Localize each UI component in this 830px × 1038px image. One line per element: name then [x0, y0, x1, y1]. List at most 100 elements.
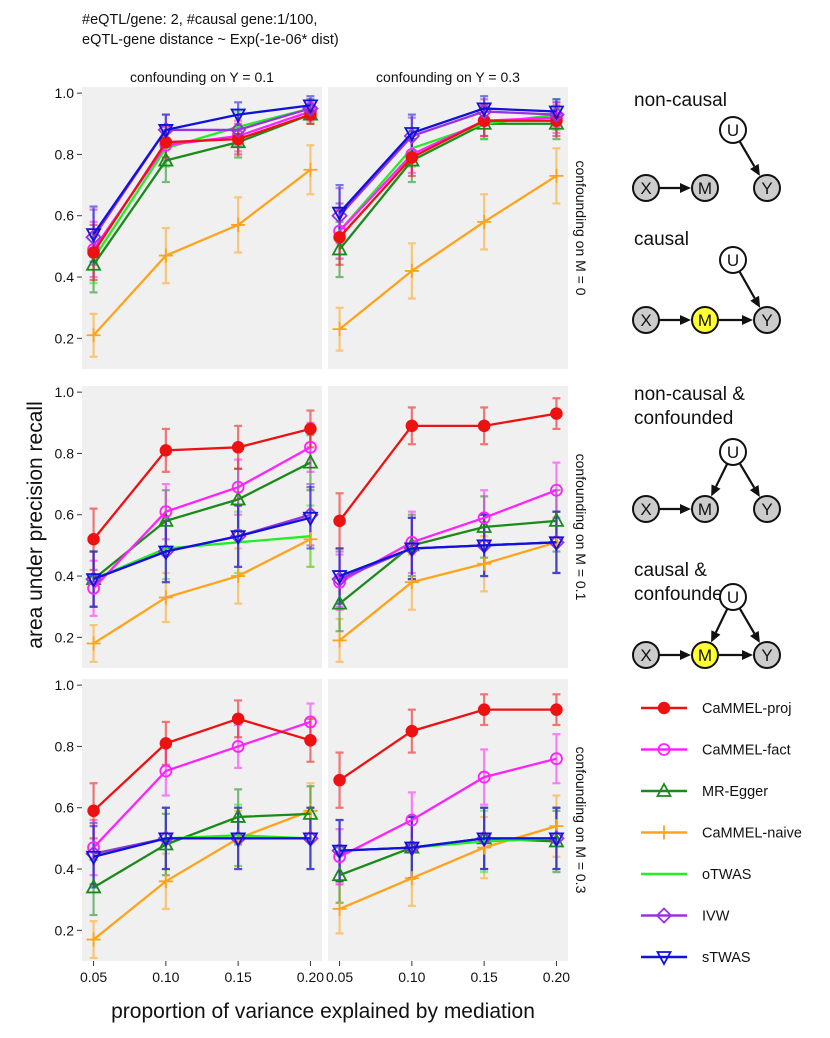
- legend-label: CaMMEL-proj: [702, 701, 791, 717]
- point-cammel-fact: [304, 715, 317, 729]
- point-cammel-naive: [404, 575, 419, 590]
- point-stwas: [331, 844, 348, 860]
- panel-background: [328, 679, 568, 961]
- point-cammel-proj: [477, 419, 491, 433]
- point-mr-egger: [157, 835, 174, 851]
- node-m-label: M: [698, 179, 712, 198]
- x-tick-label: 0.05: [80, 969, 107, 985]
- y-tick-label: 1.0: [55, 677, 75, 693]
- point-ivw: [331, 207, 348, 225]
- series-line-stwas: [92, 104, 311, 235]
- point-mr-egger: [230, 808, 247, 823]
- arrow-u-m: [714, 608, 729, 633]
- point-mr-egger: [85, 255, 102, 271]
- arrow-u-y-head: [749, 484, 760, 497]
- series-line-cammel-fact: [338, 116, 557, 232]
- point-cammel-naive: [86, 328, 101, 343]
- node-m: [691, 174, 719, 202]
- series-line-stwas: [93, 837, 311, 858]
- arrow-u-m: [715, 463, 729, 488]
- node-u: [719, 116, 747, 144]
- node-y: [753, 306, 781, 334]
- point-cammel-fact: [550, 752, 563, 766]
- legend-item-mr-egger: MR-Egger: [641, 782, 768, 800]
- point-cammel-fact: [333, 575, 346, 589]
- point-stwas: [476, 832, 493, 848]
- series-line-cammel-naive: [338, 541, 557, 642]
- series-line-cammel-proj: [338, 412, 557, 522]
- point-cammel-proj: [477, 703, 491, 716]
- arrow-u-y: [738, 270, 756, 299]
- column-facet-label: confounding on Y = 0.1: [130, 69, 274, 85]
- legend-layer: CaMMEL-proj CaMMEL-fact MR-Egger CaMMEL-nai…: [641, 701, 802, 966]
- point-cammel-naive: [158, 874, 173, 889]
- node-y: [753, 495, 781, 523]
- legend-item-cammel-fact: CaMMEL-fact: [641, 743, 791, 759]
- point-cammel-fact: [477, 770, 491, 784]
- panel-r1-c1: [331, 397, 565, 663]
- panel-r0-c0: [85, 95, 319, 358]
- point-stwas: [230, 832, 247, 848]
- panel-background: [82, 386, 322, 668]
- panels-layer: 0.2 0.4 0.6 0.8 1.0 confounding on M = 0 0.2 0.…: [55, 69, 589, 985]
- point-cammel-proj: [231, 132, 245, 146]
- series-line-cammel-proj: [92, 113, 311, 254]
- point-cammel-naive: [86, 932, 101, 947]
- point-stwas: [230, 530, 247, 546]
- point-mr-egger: [302, 453, 319, 469]
- point-cammel-naive: [303, 532, 318, 547]
- point-cammel-proj: [159, 737, 173, 750]
- node-y: [753, 174, 781, 202]
- series-line-cammel-proj: [92, 427, 311, 540]
- point-mr-egger: [331, 240, 348, 256]
- node-u: [719, 246, 747, 274]
- point-cammel-fact: [405, 813, 419, 827]
- point-cammel-naive: [549, 168, 564, 183]
- point-cammel-proj: [304, 422, 317, 436]
- legend-label: CaMMEL-naive: [702, 826, 802, 842]
- point-cammel-naive: [404, 871, 419, 886]
- diagram-title: causal &: [634, 560, 707, 581]
- node-u: [719, 583, 747, 611]
- x-tick-label: 0.20: [543, 969, 570, 985]
- point-cammel-fact: [304, 440, 317, 454]
- point-cammel-naive: [477, 214, 492, 229]
- node-y: [753, 641, 781, 669]
- point-mr-egger: [157, 511, 174, 527]
- point-cammel-proj: [405, 724, 419, 738]
- diagram-non-causal-confounded: non-causal & confounded X M Y U: [632, 384, 781, 523]
- point-mr-egger: [230, 490, 247, 506]
- y-axis-label: area under precision recall: [24, 401, 47, 648]
- series-line-ivw: [338, 110, 557, 217]
- point-cammel-proj: [87, 804, 100, 818]
- point-stwas: [85, 228, 102, 244]
- series-line-otwas: [92, 107, 311, 260]
- node-x-label: X: [640, 311, 651, 330]
- x-tick-label: 0.10: [398, 969, 425, 985]
- series-line-cammel-fact: [92, 720, 311, 849]
- series-line-stwas: [338, 107, 557, 214]
- node-y-label: Y: [761, 311, 772, 330]
- legend-item-otwas: oTWAS: [641, 867, 751, 883]
- arrow-x-m-head: [680, 650, 691, 660]
- y-tick-label: 0.4: [55, 861, 75, 877]
- y-tick-label: 0.6: [55, 208, 75, 224]
- point-cammel-naive: [332, 322, 347, 337]
- series-line-otwas: [93, 535, 311, 581]
- point-cammel-proj: [87, 246, 100, 259]
- legend-swatch-marker: [657, 743, 671, 756]
- point-stwas: [302, 832, 319, 848]
- y-tick-label: 0.2: [55, 330, 75, 346]
- legend-label: IVW: [702, 909, 730, 925]
- point-cammel-fact: [333, 850, 346, 864]
- series-line-cammel-fact: [92, 446, 311, 590]
- point-stwas: [157, 832, 174, 848]
- node-m: [691, 495, 719, 523]
- point-cammel-naive: [477, 556, 492, 571]
- node-u: [719, 438, 747, 466]
- legend-swatch-marker: [657, 701, 671, 715]
- point-cammel-proj: [333, 773, 346, 787]
- node-u-label: U: [727, 251, 739, 270]
- panel-r0-c1: [331, 95, 565, 352]
